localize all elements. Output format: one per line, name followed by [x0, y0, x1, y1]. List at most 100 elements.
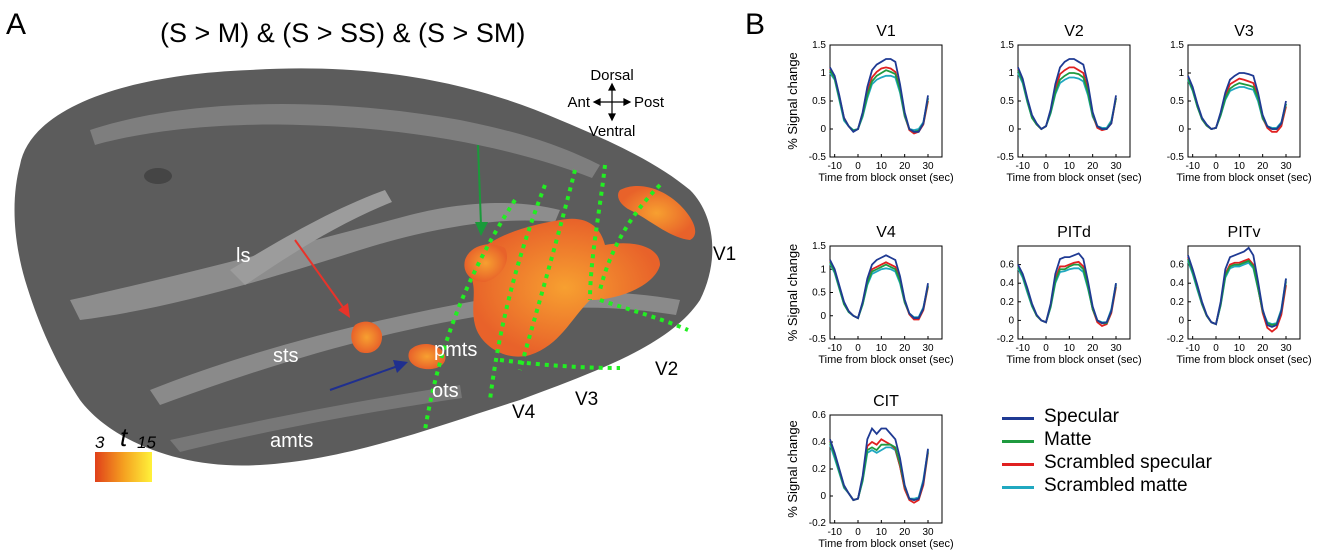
chart-title: V4	[876, 224, 896, 241]
x-tick-label: 30	[922, 343, 934, 354]
y-tick-label: 1	[1178, 68, 1184, 79]
y-tick-label: -0.2	[1167, 334, 1185, 345]
series-line-matte	[1187, 78, 1287, 130]
y-tick-label: 0.5	[1000, 96, 1014, 107]
y-tick-label: 0.2	[1170, 297, 1184, 308]
legend-swatch	[1002, 486, 1034, 489]
y-tick-label: 1	[820, 264, 826, 275]
x-axis-label: Time from block onset (sec)	[818, 354, 953, 366]
lateral-sulcus-band	[230, 190, 392, 285]
x-tick-label: 30	[1280, 343, 1292, 354]
plot-frame	[1187, 44, 1301, 158]
orientation-dorsal: Dorsal	[590, 67, 633, 84]
legend-label: Scrambled matte	[1044, 475, 1188, 496]
series-line-specular	[1017, 58, 1117, 131]
series-line-scrambled-matte	[829, 263, 929, 320]
legend-swatch	[1002, 417, 1034, 420]
gyrus-band-lower	[70, 203, 560, 320]
y-axis-label: % Signal change	[785, 420, 800, 518]
y-tick-label: 0.2	[1000, 297, 1014, 308]
y-axis-label: % Signal change	[785, 244, 800, 342]
blue-arrow	[329, 360, 408, 391]
panel-b-letter: B	[745, 8, 766, 41]
y-tick-label: -0.2	[997, 334, 1015, 345]
series-line-specular	[1187, 246, 1287, 328]
activation-sts	[351, 321, 383, 354]
y-tick-label: 0	[820, 311, 826, 322]
label-v1: V1	[713, 244, 736, 265]
x-tick-label: 30	[922, 161, 934, 172]
x-tick-label: 10	[876, 527, 888, 538]
chart-title: PITv	[1228, 224, 1261, 241]
y-tick-label: 0.2	[812, 464, 826, 475]
label-amts: amts	[270, 430, 313, 452]
y-tick-label: 0.6	[1170, 260, 1184, 271]
plot-frame	[829, 245, 943, 340]
y-tick-label: 0.5	[812, 96, 826, 107]
colorbar	[95, 452, 152, 482]
orientation-ventral: Ventral	[589, 123, 636, 140]
y-tick-label: 0.4	[1170, 278, 1184, 289]
area-boundaries	[423, 164, 689, 431]
boundary-horizontal	[599, 298, 689, 332]
series-line-scrambled-specular	[829, 438, 929, 504]
x-tick-label: 10	[1234, 343, 1246, 354]
legend-label: Matte	[1044, 429, 1092, 450]
x-tick-label: -10	[1015, 161, 1030, 172]
activation-pmts	[408, 343, 446, 370]
x-tick-label: 0	[1043, 161, 1049, 172]
series-line-matte	[1187, 258, 1287, 326]
red-arrow	[294, 239, 350, 318]
y-tick-label: 0	[820, 491, 826, 502]
x-tick-label: 20	[899, 343, 911, 354]
label-ls: ls	[236, 245, 250, 267]
legend-swatch	[1002, 463, 1034, 466]
brain-surface	[14, 68, 713, 466]
series-line-scrambled-matte	[1017, 267, 1117, 324]
x-tick-label: 10	[1064, 343, 1076, 354]
series-line-specular	[829, 254, 929, 320]
y-tick-label: 1.5	[812, 241, 826, 252]
plot-frame	[1017, 245, 1131, 340]
y-tick-label: -0.5	[809, 334, 827, 345]
colorbar-max: 15	[137, 433, 156, 452]
x-tick-label: -10	[827, 343, 842, 354]
y-axis-label: % Signal change	[785, 52, 800, 150]
x-axis-label: Time from block onset (sec)	[1006, 354, 1141, 366]
series-line-specular	[1017, 252, 1117, 325]
y-tick-label: 1	[1008, 68, 1014, 79]
y-tick-label: -0.5	[997, 152, 1015, 163]
x-tick-label: 0	[855, 343, 861, 354]
x-axis-label: Time from block onset (sec)	[1176, 354, 1311, 366]
x-tick-label: 0	[1213, 161, 1219, 172]
series-line-specular	[829, 58, 929, 133]
y-tick-label: -0.5	[809, 152, 827, 163]
brain-figure: Dorsal Ventral Ant Post ls sts pmts ots …	[14, 67, 736, 482]
panel-a-letter: A	[6, 8, 27, 41]
y-tick-label: 0.4	[812, 437, 826, 448]
y-tick-label: 1.5	[812, 40, 826, 51]
x-tick-label: 0	[1213, 343, 1219, 354]
x-axis-label: Time from block onset (sec)	[1176, 172, 1311, 184]
x-tick-label: 0	[855, 161, 861, 172]
label-pmts: pmts	[434, 339, 477, 361]
plot-frame	[1187, 245, 1301, 340]
chart-title: PITd	[1057, 224, 1091, 241]
orientation-anterior: Ant	[567, 94, 590, 111]
boundary-v2-upper	[598, 183, 662, 291]
x-tick-label: 0	[855, 527, 861, 538]
series-line-scrambled-specular	[1017, 66, 1117, 132]
series-line-specular	[829, 426, 929, 502]
x-tick-label: 20	[899, 527, 911, 538]
series-line-scrambled-specular	[1017, 260, 1117, 328]
chart-title: V2	[1064, 23, 1084, 40]
orientation-posterior: Post	[634, 94, 665, 111]
x-tick-label: 30	[1110, 343, 1122, 354]
y-tick-label: 0	[1178, 124, 1184, 135]
x-tick-label: 30	[922, 527, 934, 538]
